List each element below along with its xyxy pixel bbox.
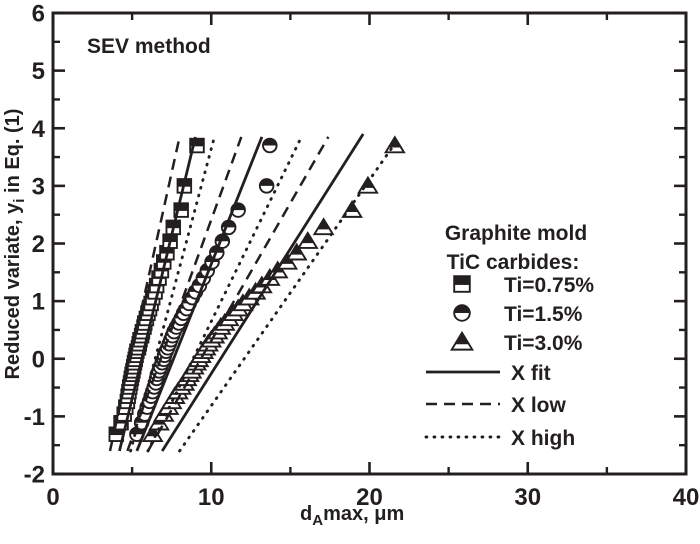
svg-text:X fit: X fit [511, 362, 551, 385]
svg-text:3: 3 [32, 173, 45, 200]
svg-text:1: 1 [32, 289, 45, 316]
half-filled-triangle-marker [296, 231, 319, 249]
half-filled-circle-marker [453, 304, 471, 322]
legend-line-item-X high: X high [424, 427, 575, 450]
svg-text:Ti=0.75%: Ti=0.75% [504, 274, 594, 297]
svg-text:Ti=3.0%: Ti=3.0% [504, 332, 583, 355]
svg-text:2: 2 [32, 231, 45, 258]
svg-text:0: 0 [32, 346, 45, 373]
chart-title: SEV method [87, 35, 211, 58]
x-low-line-Ti=3.0% [146, 136, 330, 452]
y-tick-labels: -2 -1 0 1 2 3 4 5 6 [24, 1, 46, 489]
x-fit-line-Ti=0.75% [118, 136, 197, 452]
half-filled-triangle-marker [312, 217, 335, 236]
x-high-line-Ti=3.0% [178, 135, 402, 453]
series-Ti=3.0% [141, 135, 406, 442]
svg-text:10: 10 [198, 484, 225, 511]
half-filled-triangle-marker [285, 242, 308, 261]
svg-text:30: 30 [514, 484, 541, 511]
legend-line-item-X low: X low [426, 394, 567, 417]
x-fit-line-Ti=3.0% [161, 133, 365, 452]
legend-line-item-X fit: X fit [426, 362, 551, 385]
legend-header-2: TiC carbides: [447, 251, 580, 274]
half-filled-circle-marker [262, 137, 278, 154]
svg-text:20: 20 [356, 484, 383, 511]
legend: Graphite mold TiC carbides:Ti=0.75% Ti=1.5… [424, 222, 594, 450]
x-high-line-Ti=0.75% [129, 135, 216, 453]
svg-text:-1: -1 [24, 404, 45, 431]
svg-text:5: 5 [32, 58, 45, 85]
x-tick-labels: 0 10 20 30 40 [46, 484, 699, 511]
legend-item-Ti=1.5%: Ti=1.5% [453, 303, 583, 326]
svg-text:X low: X low [511, 394, 567, 417]
legend-item-Ti=0.75%: Ti=0.75% [453, 274, 594, 297]
x-high-line-Ti=1.5% [146, 135, 303, 453]
half-filled-triangle-marker [450, 330, 474, 351]
half-filled-square-marker [453, 275, 471, 293]
svg-text:6: 6 [32, 1, 45, 28]
svg-text:-2: -2 [24, 462, 45, 489]
axis-ticks [51, 11, 688, 476]
x-fit-line-Ti=1.5% [135, 136, 264, 452]
svg-text:X high: X high [511, 427, 575, 450]
y-axis-label: Reduced variate, yi in Eq. (1) [2, 109, 28, 380]
svg-text:4: 4 [32, 116, 46, 143]
half-filled-circle-marker [258, 178, 275, 194]
x-axis-label: dAmax, μm [300, 503, 404, 529]
svg-text:0: 0 [46, 484, 59, 511]
x-low-line-Ti=1.5% [126, 136, 243, 452]
svg-text:Ti=1.5%: Ti=1.5% [504, 303, 583, 326]
legend-header-1: Graphite mold [445, 222, 587, 245]
svg-text:40: 40 [673, 484, 700, 511]
legend-item-Ti=3.0%: Ti=3.0% [450, 330, 583, 355]
